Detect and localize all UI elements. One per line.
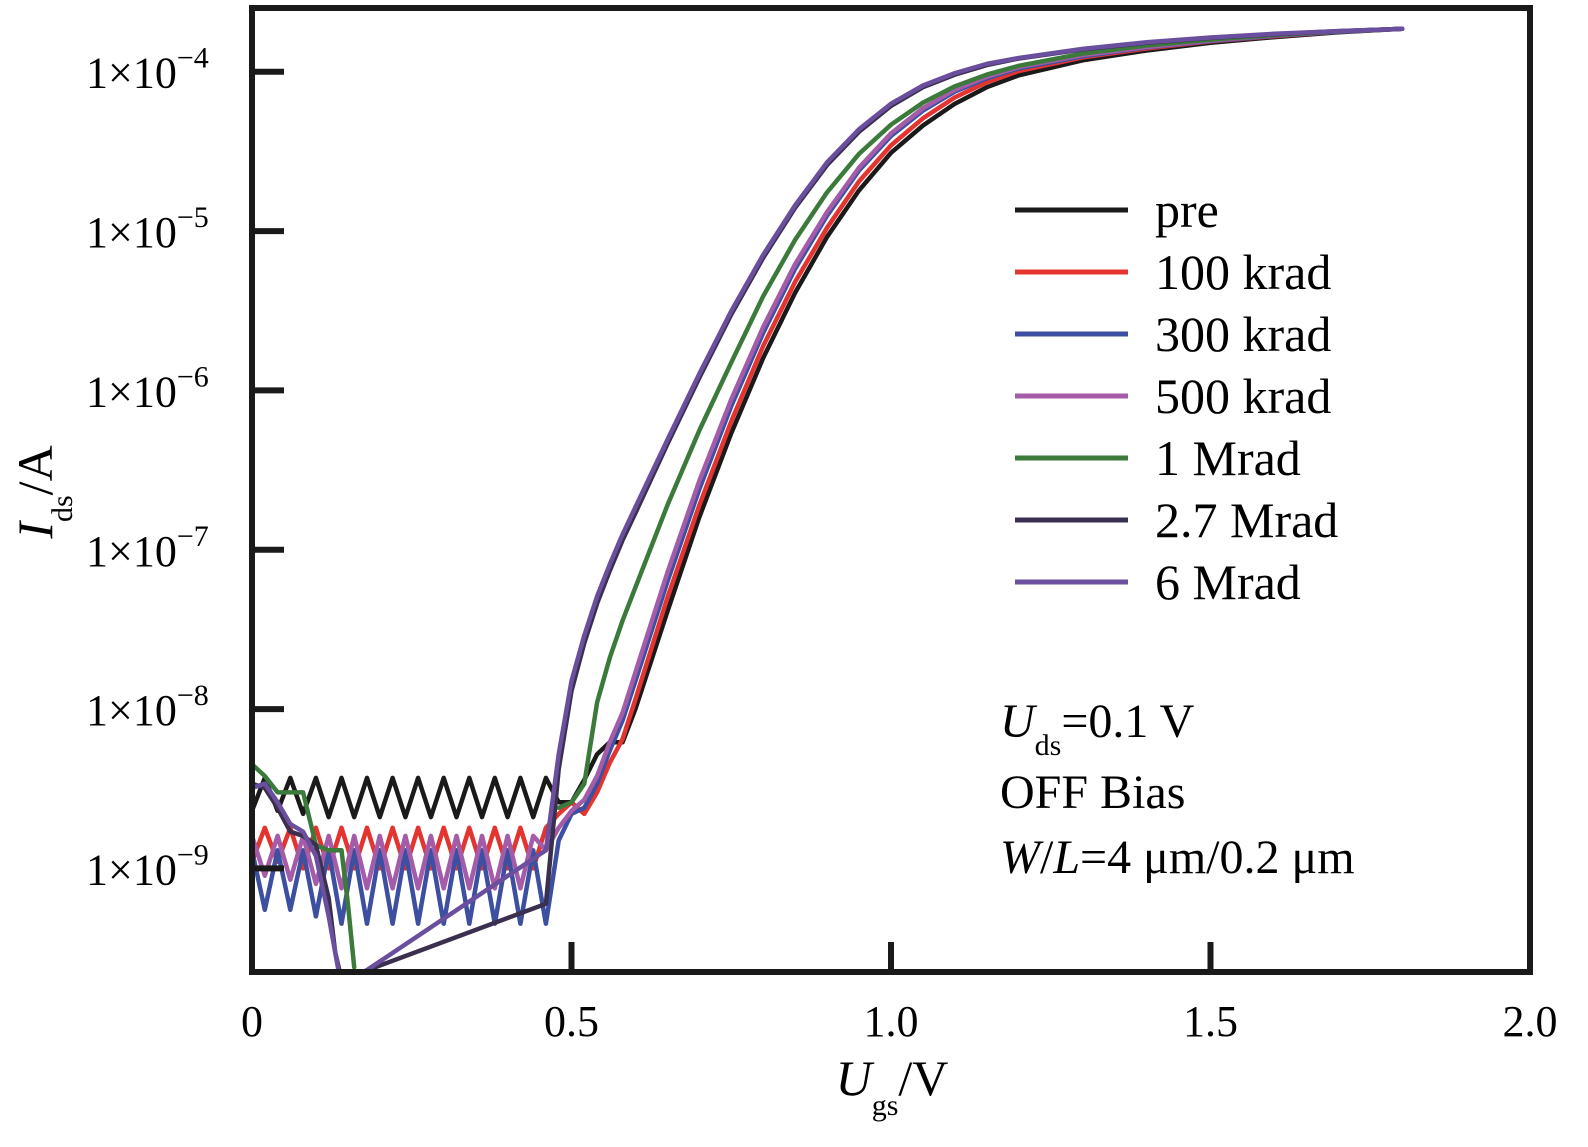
x-tick-label: 1.0 [864,997,919,1046]
legend-label: 6 Mrad [1155,554,1301,610]
x-tick-label: 0.5 [544,997,599,1046]
y-tick-label-mantissa: 1×10 [86,845,177,894]
y-tick-label-mantissa: 1×10 [86,49,177,98]
series-line-500-krad [252,26,1405,891]
series-line-1-mrad [252,26,1405,970]
legend-entry-2-7-mrad: 2.7 Mrad [1015,492,1338,548]
y-tick-label-exponent: −5 [177,201,209,234]
legend-label: pre [1155,182,1219,238]
plot-frame [249,5,1533,975]
y-tick-label: 1×10−7 [86,520,209,576]
y-tick-label-exponent: −9 [177,838,209,871]
y-tick-label: 1×10−9 [86,838,209,894]
y-tick-label-exponent: −4 [177,42,209,75]
legend-entry-500-krad: 500 krad [1015,368,1331,424]
x-axis-title-main: U [836,1050,875,1106]
x-tick-label: 2.0 [1503,997,1558,1046]
y-tick-label-exponent: −6 [177,360,209,393]
legend-entry-pre: pre [1015,182,1219,238]
y-tick-label: 1×10−8 [86,679,209,735]
y-tick-label-exponent: −8 [177,679,209,712]
legend-label: 500 krad [1155,368,1331,424]
x-axis-title: Ugs/V [836,1050,949,1122]
y-axis-title-unit: /A [7,445,63,495]
y-axis-title: Ids/A [7,445,79,539]
series-line-6-mrad [252,26,1405,972]
legend-label: 1 Mrad [1155,430,1301,486]
annotation-uds-main: U [1000,695,1038,748]
annotation-wl: W/L=4 μm/0.2 μm [1000,831,1355,884]
legend-entry-6-mrad: 6 Mrad [1015,554,1301,610]
legend: pre 100 krad 300 krad 500 krad 1 Mrad 2.7 Mra… [1015,182,1338,610]
annotation-uds-sub: ds [1035,729,1062,762]
legend-label: 2.7 Mrad [1155,492,1338,548]
legend-label: 100 krad [1155,244,1331,300]
y-axis-title-sub: ds [46,495,79,522]
x-axis-title-unit: /V [898,1050,948,1106]
annotation-l: L [1052,831,1080,884]
annotations: Uds=0.1 V OFF Bias W/L=4 μm/0.2 μm [1000,695,1355,884]
series-layer [252,26,1405,972]
legend-entry-100-krad: 100 krad [1015,244,1331,300]
y-tick-label: 1×10−6 [86,360,209,416]
annotation-slash: / [1040,831,1054,884]
annotation-uds: Uds=0.1 V [1000,695,1195,762]
legend-entry-1-mrad: 1 Mrad [1015,430,1301,486]
annotation-bias: OFF Bias [1000,766,1185,819]
series-line-100-krad [252,26,1405,871]
legend-entry-300-krad: 300 krad [1015,306,1331,362]
legend-label: 300 krad [1155,306,1331,362]
y-tick-label-mantissa: 1×10 [86,208,177,257]
y-tick-label-mantissa: 1×10 [86,527,177,576]
y-tick-label-mantissa: 1×10 [86,367,177,416]
ticks-layer [252,68,1214,972]
x-tick-labels: 0 0.5 1.0 1.5 2.0 [241,997,1558,1046]
x-tick-label: 0 [241,997,263,1046]
annotation-w: W [1000,831,1044,884]
y-tick-label: 1×10−4 [86,42,209,98]
series-line-pre [252,26,1405,820]
y-tick-label: 1×10−5 [86,201,209,257]
annotation-uds-rest: =0.1 V [1061,695,1194,748]
y-tick-label-exponent: −7 [177,520,209,553]
y-axis-title-main: I [7,520,63,540]
annotation-wl-rest: =4 μm/0.2 μm [1080,831,1355,884]
y-tick-labels: 1×10−41×10−51×10−61×10−71×10−81×10−9 [86,42,209,895]
x-axis-title-sub: gs [872,1089,899,1122]
y-tick-label-mantissa: 1×10 [86,686,177,735]
x-tick-label: 1.5 [1183,997,1238,1046]
